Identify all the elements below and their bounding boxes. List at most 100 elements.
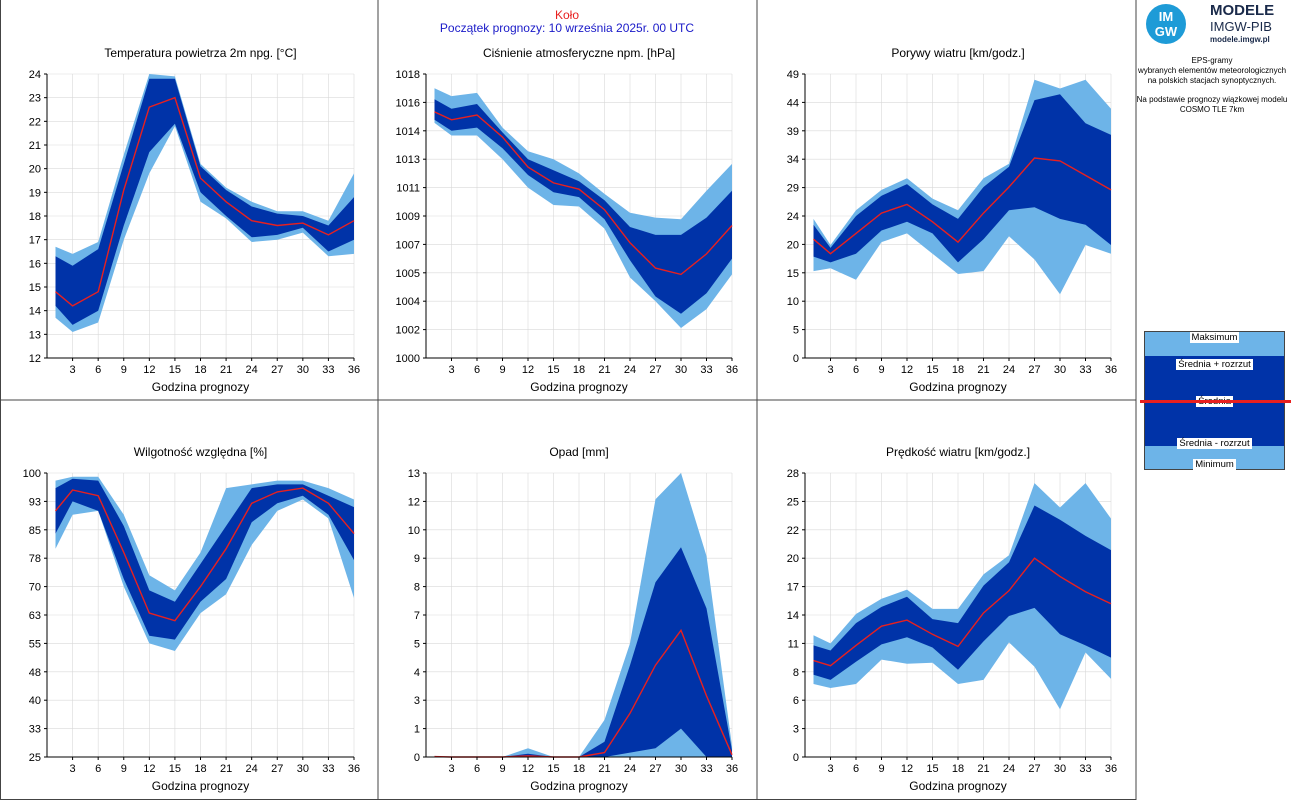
description: EPS-gramy wybranych elementów meteorolog… — [1134, 56, 1290, 115]
x-tick-label: 3 — [827, 763, 833, 775]
legend-mean-minus: Średnia - rozrzut — [1177, 438, 1252, 449]
y-tick-label: 17 — [787, 582, 799, 594]
x-tick-label: 33 — [322, 763, 334, 775]
x-tick-label: 3 — [827, 364, 833, 376]
y-tick-label: 55 — [29, 638, 41, 650]
x-tick-label: 36 — [348, 364, 360, 376]
y-tick-label: 14 — [29, 306, 41, 318]
x-tick-label: 18 — [194, 763, 206, 775]
x-tick-label: 24 — [624, 763, 636, 775]
y-tick-label: 16 — [29, 258, 41, 270]
x-tick-label: 24 — [246, 364, 258, 376]
x-tick-label: 24 — [1003, 763, 1015, 775]
logo-line1: MODELE — [1210, 2, 1275, 19]
x-tick-label: 24 — [246, 763, 258, 775]
chart-pressure: Ciśnienie atmosferyczne npm. [hPa] 1000 10… — [396, 46, 739, 394]
logo-url: modele.imgw.pl — [1210, 35, 1270, 44]
y-tick-label: 28 — [787, 468, 799, 480]
x-tick-label: 36 — [726, 763, 738, 775]
x-tick-label: 36 — [1105, 364, 1117, 376]
x-tick-label: 12 — [143, 763, 155, 775]
x-tick-label: 24 — [1003, 364, 1015, 376]
chart-title: Prędkość wiatru [km/godz.] — [886, 445, 1030, 459]
x-tick-label: 33 — [322, 364, 334, 376]
x-tick-label: 30 — [675, 763, 687, 775]
y-tick-label: 24 — [787, 211, 799, 223]
x-tick-label: 9 — [121, 763, 127, 775]
x-tick-label: 30 — [297, 763, 309, 775]
x-tick-label: 6 — [474, 364, 480, 376]
y-tick-label: 1 — [414, 724, 420, 736]
x-tick-label: 15 — [926, 763, 938, 775]
x-tick-label: 15 — [926, 364, 938, 376]
y-tick-label: 9 — [414, 553, 420, 565]
y-tick-label: 10 — [408, 525, 420, 537]
x-tick-label: 6 — [853, 364, 859, 376]
x-tick-label: 12 — [522, 364, 534, 376]
x-tick-label: 18 — [952, 364, 964, 376]
y-tick-label: 0 — [793, 353, 799, 365]
x-tick-label: 33 — [700, 364, 712, 376]
x-tick-label: 27 — [1028, 763, 1040, 775]
mean-line — [55, 96, 355, 307]
x-tick-label: 21 — [977, 364, 989, 376]
imgw-logo: IM GW MODELE IMGW-PIB modele.imgw.pl — [1140, 0, 1290, 48]
x-axis-label: Godzina prognozy — [152, 779, 249, 793]
y-tick-label: 5 — [793, 325, 799, 337]
y-tick-label: 1004 — [396, 296, 420, 308]
x-tick-label: 9 — [499, 364, 505, 376]
y-tick-label: 20 — [787, 553, 799, 565]
x-tick-label: 33 — [1079, 364, 1091, 376]
x-tick-label: 6 — [95, 763, 101, 775]
x-tick-label: 9 — [499, 763, 505, 775]
x-tick-label: 3 — [70, 763, 76, 775]
x-tick-label: 30 — [297, 364, 309, 376]
y-tick-label: 63 — [29, 610, 41, 622]
y-tick-label: 15 — [787, 268, 799, 280]
x-tick-label: 36 — [1105, 763, 1117, 775]
x-axis-label: Godzina prognozy — [152, 380, 249, 394]
y-tick-label: 18 — [29, 211, 41, 223]
x-tick-label: 30 — [1054, 763, 1066, 775]
x-tick-label: 6 — [474, 763, 480, 775]
band-spread — [55, 78, 354, 325]
y-tick-label: 10 — [787, 296, 799, 308]
desc-line: COSMO TLE 7km — [1179, 105, 1245, 114]
x-tick-label: 15 — [547, 763, 559, 775]
y-tick-label: 39 — [787, 126, 799, 138]
x-tick-label: 12 — [522, 763, 534, 775]
y-tick-label: 8 — [414, 582, 420, 594]
chart-temperature: Temperatura powietrza 2m npg. [°C] 12 13 14… — [29, 46, 360, 394]
y-tick-label: 19 — [29, 187, 41, 199]
y-tick-label: 12 — [29, 353, 41, 365]
y-tick-label: 1007 — [396, 239, 420, 251]
y-tick-label: 1013 — [396, 154, 420, 166]
band-spread — [55, 478, 354, 640]
y-tick-label: 6 — [793, 695, 799, 707]
chart-title: Temperatura powietrza 2m npg. [°C] — [104, 46, 296, 60]
y-tick-label: 33 — [29, 724, 41, 736]
y-tick-label: 21 — [29, 140, 41, 152]
x-tick-label: 3 — [448, 763, 454, 775]
y-tick-label: 1014 — [396, 126, 420, 138]
y-tick-label: 12 — [408, 496, 420, 508]
x-tick-label: 27 — [271, 364, 283, 376]
x-tick-label: 15 — [547, 364, 559, 376]
x-axis-label: Godzina prognozy — [909, 380, 1006, 394]
forecast-start-title: Początek prognozy: 10 września 2025r. 00… — [440, 21, 694, 35]
x-tick-label: 33 — [700, 763, 712, 775]
y-tick-label: 1009 — [396, 211, 420, 223]
x-tick-label: 18 — [194, 364, 206, 376]
y-tick-label: 14 — [787, 610, 799, 622]
y-tick-label: 1018 — [396, 69, 420, 81]
y-tick-label: 4 — [414, 667, 420, 679]
legend-mean-plus: Średnia + rozrzut — [1176, 359, 1253, 370]
chart-title: Opad [mm] — [549, 445, 608, 459]
y-tick-label: 1016 — [396, 97, 420, 109]
y-tick-label: 8 — [793, 667, 799, 679]
band-min-max — [55, 74, 354, 332]
chart-title: Porywy wiatru [km/godz.] — [891, 46, 1024, 60]
y-tick-label: 34 — [787, 154, 799, 166]
